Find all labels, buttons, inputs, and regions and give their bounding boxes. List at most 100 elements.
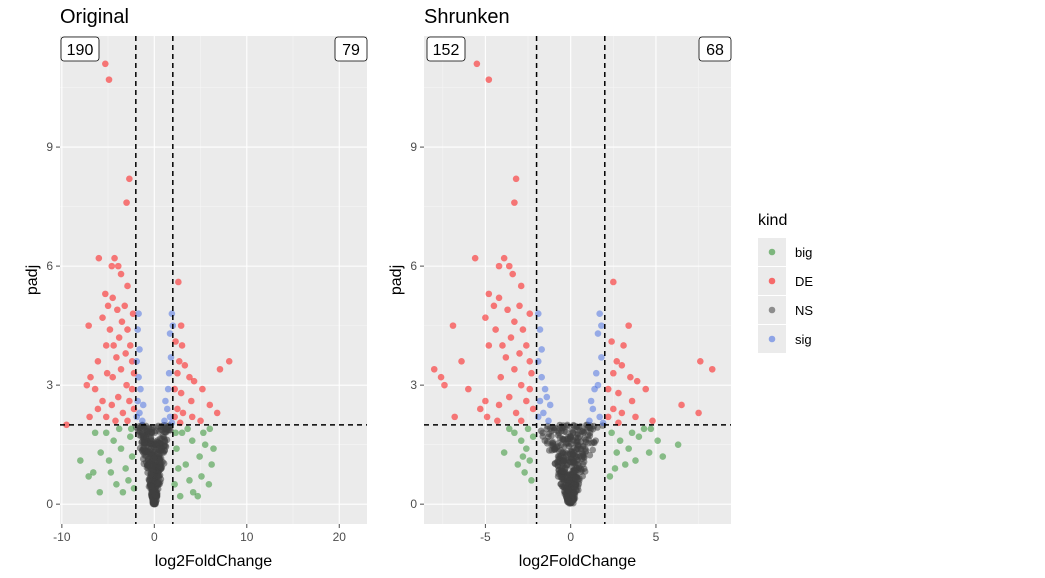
de-point [199,385,206,393]
legend-item-sig: sig [758,325,812,353]
ns-point [566,471,574,478]
de-point [94,358,102,365]
de-point [497,373,505,381]
count-text-left: 152 [433,42,460,59]
de-point [490,302,498,310]
de-point [642,385,650,393]
big-point [210,445,217,452]
panel-title: Shrunken [424,6,510,28]
de-point [111,254,118,262]
sig-point [540,409,547,417]
de-point [91,385,99,393]
count-text-right: 68 [706,42,724,59]
ns-point [559,435,566,443]
sig-point [133,358,141,365]
de-point [526,310,534,318]
sig-point [165,369,173,377]
de-point [604,385,612,393]
de-point [114,393,122,401]
ns-point [537,427,545,435]
ns-point [589,446,597,454]
de-point [113,354,120,361]
legend-label: DE [795,274,813,289]
de-point [117,270,125,278]
count-label-right: 68 [698,36,732,62]
big-point [647,425,655,433]
de-point [128,358,136,365]
de-point [225,358,233,365]
ns-point [156,459,164,467]
legend-label: sig [795,332,812,347]
big-point [91,429,99,437]
de-point [618,409,626,417]
de-point [523,397,530,405]
de-point [505,262,513,270]
ns-point [550,446,558,454]
de-point [123,381,130,389]
series-big [77,425,217,500]
panel-shrunken: -5 0 5 0 3 6 9 152 68 Shrunken log2FoldChange padj [388,6,732,570]
de-point [516,302,523,310]
ns-point [161,435,168,443]
de-point [99,397,106,405]
ns-point [577,438,585,445]
de-point [63,421,70,429]
ns-point [141,438,148,446]
de-point [627,373,634,381]
de-point [437,373,445,381]
de-point [620,342,627,349]
ns-point [548,427,555,435]
de-point [118,318,126,325]
de-point [177,322,185,329]
legend-symbol [768,277,776,285]
de-point [604,413,612,421]
big-point [524,425,532,433]
y-tick-label: 9 [410,140,417,154]
big-point [526,457,534,464]
ns-point [148,461,156,469]
de-point [528,369,535,377]
big-point [184,425,191,433]
ns-point [592,437,599,444]
panel-title: Original [60,6,129,28]
big-point [519,453,527,460]
de-point [610,405,617,413]
ns-point [147,436,155,444]
de-point [495,401,503,409]
de-point [102,60,109,68]
de-point [610,278,617,286]
de-point [95,254,103,262]
de-point [197,417,204,425]
de-point [172,338,179,345]
ns-point [570,437,577,445]
big-point [110,437,117,444]
de-point [114,306,121,314]
ns-point [141,448,148,456]
ns-point [571,467,579,475]
de-point [449,322,457,329]
big-point [517,437,525,444]
legend-label: NS [795,303,813,318]
big-point [115,425,123,433]
de-point [512,175,520,183]
de-point [108,401,116,409]
de-point [649,417,656,425]
sig-point [163,405,171,413]
big-point [105,457,113,464]
ns-point [551,460,559,467]
de-point [509,270,516,278]
ns-points [537,421,607,507]
big-point [606,473,614,480]
sig-point [543,393,551,401]
big-point [611,465,619,472]
de-point [102,290,109,298]
count-box-left [426,36,466,62]
de-point [126,175,133,183]
ns-point [569,451,576,459]
de-point [179,409,187,417]
big-point [514,461,522,468]
sig-point [594,330,602,337]
de-point [473,60,481,68]
big-point [194,492,202,500]
